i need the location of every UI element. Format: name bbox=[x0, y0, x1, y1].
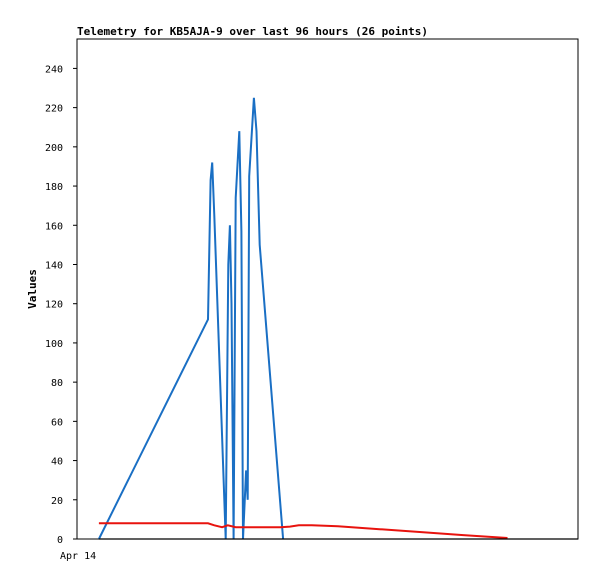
y-tick-label: 40 bbox=[51, 457, 63, 468]
y-tick-label: 160 bbox=[45, 221, 63, 232]
y-tick-label: 100 bbox=[45, 339, 63, 350]
y-tick-label: 140 bbox=[45, 260, 63, 271]
x-axis: Apr 14 bbox=[60, 551, 96, 562]
plot-frame bbox=[76, 38, 579, 540]
y-tick-label: 120 bbox=[45, 300, 63, 311]
y-tick-label: 240 bbox=[45, 64, 63, 75]
chart-title: Telemetry for KB5AJA-9 over last 96 hour… bbox=[77, 25, 428, 38]
y-tick-label: 180 bbox=[45, 182, 63, 193]
series-line-1 bbox=[98, 97, 285, 540]
y-tick-label: 20 bbox=[51, 496, 63, 507]
y-tick-label: 220 bbox=[45, 104, 63, 115]
y-axis-label: Values bbox=[26, 269, 39, 309]
series-layer bbox=[98, 97, 578, 540]
series-line-2 bbox=[98, 522, 508, 539]
y-tick-label: 0 bbox=[57, 535, 63, 546]
x-tick-label: Apr 14 bbox=[60, 551, 96, 562]
y-tick-label: 60 bbox=[51, 417, 63, 428]
y-tick-label: 80 bbox=[51, 378, 63, 389]
y-axis: 0 20 40 60 80 100 120 140 160 180 200 220 240 bbox=[45, 64, 77, 546]
y-tick-label: 200 bbox=[45, 143, 63, 154]
